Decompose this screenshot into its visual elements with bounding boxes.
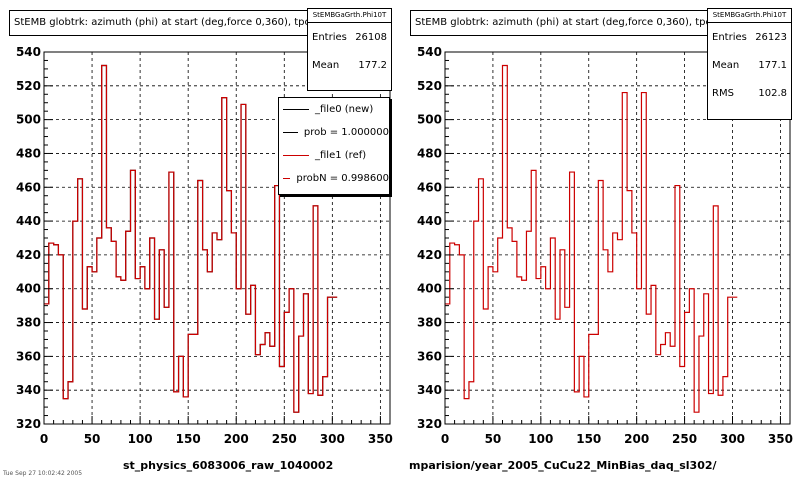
left-y-tick-label: 420 [16,248,41,262]
right-x-axis-label: mparision/year_2005_CuCu22_MinBias_daq_s… [409,459,717,472]
left-stats-entries-row: Entries 26108 [308,23,391,51]
right-x-tick-label: 0 [441,432,449,446]
left-y-tick-label: 360 [16,349,41,363]
right-stats-entries-label: Entries [712,31,747,43]
comparison-legend: _file0 (new) prob = 1.000000 _file1 (ref… [278,97,390,195]
right-stats-name: StEMBGaGrth.Phi10T [708,9,791,23]
right-y-tick-label: 500 [417,113,442,127]
left-x-tick-label: 0 [40,432,48,446]
legend-entry-prob: prob = 1.000000 [279,121,389,144]
left-series-1-line [44,64,338,413]
right-x-tick-label: 100 [528,432,553,446]
right-series-0-line [445,64,738,413]
left-x-axis-label: st_physics_6083006_raw_1040002 [123,459,334,472]
legend-entry-file1: _file1 (ref) [279,144,389,167]
legend-swatch-file1 [283,155,309,156]
left-stats-mean-value: 177.2 [358,59,387,71]
right-stats-box: StEMBGaGrth.Phi10T Entries 26123 Mean 17… [707,8,792,120]
left-stats-box: StEMBGaGrth.Phi10T Entries 26108 Mean 17… [307,8,392,91]
right-y-tick-label: 480 [417,146,442,160]
left-stats-entries-label: Entries [312,31,347,43]
footer-timestamp: Tue Sep 27 10:02:42 2005 [3,470,83,477]
right-stats-mean-value: 177.1 [758,59,787,71]
legend-label-prob: prob = 1.000000 [303,127,389,138]
right-stats-entries-row: Entries 26123 [708,23,791,51]
right-stats-mean-label: Mean [712,59,740,71]
right-x-tick-label: 50 [485,432,502,446]
left-x-tick-label: 100 [128,432,153,446]
legend-label-file0: _file0 (new) [315,104,374,115]
right-histogram-title: StEMB globtrk: azimuth (phi) at start (d… [410,10,710,36]
right-stats-mean-row: Mean 177.1 [708,51,791,79]
right-y-tick-label: 400 [417,282,442,296]
left-y-tick-label: 340 [16,383,41,397]
legend-swatch-prob [283,132,298,133]
right-y-tick-label: 520 [417,79,442,93]
legend-label-probn: probN = 0.998600 [296,173,389,184]
right-x-tick-label: 250 [672,432,697,446]
right-x-tick-label: 200 [624,432,649,446]
right-y-tick-label: 460 [417,180,442,194]
left-y-tick-label: 540 [16,45,41,59]
right-stats-entries-value: 26123 [755,31,787,43]
left-stats-mean-row: Mean 177.2 [308,51,391,79]
right-stats-rms-row: RMS 102.8 [708,79,791,107]
left-y-tick-label: 480 [16,146,41,160]
right-x-tick-label: 300 [720,432,745,446]
right-y-tick-label: 360 [417,349,442,363]
right-y-tick-label: 320 [417,417,442,431]
right-y-tick-label: 440 [417,214,442,228]
left-x-tick-label: 300 [320,432,345,446]
left-stats-mean-label: Mean [312,59,340,71]
left-stats-name: StEMBGaGrth.Phi10T [308,9,391,23]
right-y-tick-label: 340 [417,383,442,397]
right-x-tick-label: 150 [576,432,601,446]
legend-swatch-file0 [283,109,309,110]
legend-label-file1: _file1 (ref) [315,150,367,161]
right-stats-rms-label: RMS [712,87,734,99]
right-y-tick-label: 420 [417,248,442,262]
left-y-tick-label: 380 [16,316,41,330]
right-stats-rms-value: 102.8 [758,87,787,99]
left-stats-entries-value: 26108 [355,31,387,43]
left-y-tick-label: 520 [16,79,41,93]
right-x-tick-label: 350 [768,432,793,446]
legend-swatch-probn [283,178,291,179]
right-y-tick-label: 380 [417,316,442,330]
legend-entry-file0: _file0 (new) [279,98,389,121]
left-y-tick-label: 500 [16,113,41,127]
left-y-tick-label: 440 [16,214,41,228]
legend-entry-probn: probN = 0.998600 [279,167,389,190]
left-histogram-title: StEMB globtrk: azimuth (phi) at start (d… [9,10,309,36]
right-y-tick-label: 540 [417,45,442,59]
left-x-tick-label: 50 [84,432,101,446]
left-y-tick-label: 460 [16,180,41,194]
left-x-tick-label: 350 [368,432,393,446]
left-x-tick-label: 200 [224,432,249,446]
left-y-tick-label: 320 [16,417,41,431]
left-x-tick-label: 250 [272,432,297,446]
left-y-tick-label: 400 [16,282,41,296]
left-x-tick-label: 150 [176,432,201,446]
